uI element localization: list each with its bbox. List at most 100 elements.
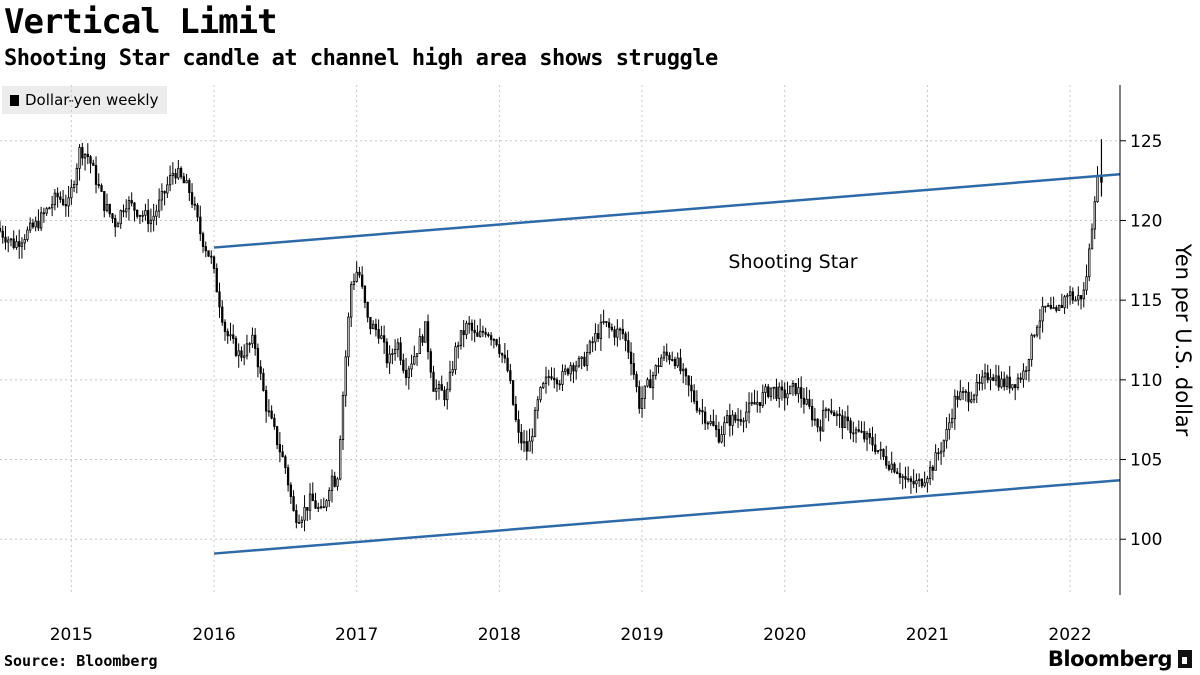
candle-body (1022, 370, 1025, 380)
candle-body (1057, 305, 1061, 311)
candle-body (12, 238, 15, 248)
candle-body (256, 348, 260, 368)
candle-body (791, 382, 795, 387)
candle-body (59, 196, 62, 200)
candle-body (915, 480, 918, 485)
candle-body (284, 456, 287, 469)
candle-body (599, 321, 603, 339)
candle-body (399, 342, 402, 361)
candle-body (542, 383, 545, 388)
channel-line (213, 173, 1121, 249)
candle-body (640, 398, 644, 409)
candle-body (665, 351, 668, 356)
candle-body (709, 421, 712, 424)
candle-body (317, 507, 320, 509)
candle-body (237, 350, 240, 356)
candle-body (780, 386, 784, 391)
candle-body (651, 375, 655, 389)
x-tick-label: 2021 (906, 625, 949, 645)
candle-body (961, 391, 965, 393)
candle-body (407, 368, 410, 378)
candle-body (624, 333, 627, 341)
candle-body (23, 239, 26, 244)
candle-body (454, 346, 457, 371)
candle-body (232, 334, 235, 339)
candle-body (673, 359, 677, 367)
candle-body (978, 381, 981, 384)
candle-body (1016, 377, 1020, 389)
candle-body (956, 395, 959, 400)
x-tick-label: 2022 (1048, 625, 1091, 645)
candle-body (558, 383, 561, 386)
candle-body (336, 478, 339, 487)
candle-body (514, 403, 517, 421)
candle-body (166, 184, 169, 194)
candle-body (646, 379, 649, 387)
candle-body (863, 431, 866, 440)
candle-body (975, 381, 978, 396)
candle-body (432, 371, 435, 392)
candle-body (849, 420, 852, 434)
candle-body (778, 386, 781, 399)
candle-body (243, 355, 246, 358)
candle-body (86, 153, 89, 158)
candle-body (753, 402, 756, 405)
candle-body (764, 386, 767, 394)
x-tick-label: 2018 (478, 625, 521, 645)
candle-body (775, 386, 778, 399)
candle-body (34, 220, 37, 228)
candle-body (424, 321, 427, 343)
candle-body (528, 440, 531, 452)
candle-body (26, 229, 29, 240)
candle-body (440, 384, 443, 391)
candle-body (42, 212, 46, 215)
candle-body (783, 389, 786, 399)
candle-body (446, 388, 449, 401)
candle-body (20, 242, 24, 247)
candle-body (1019, 377, 1022, 380)
candle-body (912, 480, 915, 485)
candle-body (152, 215, 155, 221)
candle-body (210, 255, 213, 258)
candle-body (838, 413, 841, 417)
candle-body (382, 335, 386, 343)
candle-body (575, 365, 578, 372)
candle-body (53, 192, 57, 206)
candle-body (1093, 201, 1096, 230)
candle-body (509, 370, 512, 382)
candle-body (371, 323, 375, 330)
candle-body (1027, 359, 1031, 371)
y-tick-label: 125 (1130, 132, 1162, 152)
candle-body (270, 410, 273, 419)
candle-body (805, 398, 808, 405)
candle-body (369, 316, 372, 330)
candle-body (566, 368, 570, 375)
terminal-icon (1178, 650, 1192, 668)
candle-body (553, 377, 556, 381)
candle-body (926, 478, 929, 484)
candle-body (31, 222, 35, 228)
candle-body (520, 431, 523, 444)
candle-body (1068, 291, 1072, 296)
x-tick-label: 2019 (620, 625, 663, 645)
candle-body (361, 274, 364, 287)
candle-body (852, 432, 855, 435)
candle-body (813, 418, 817, 421)
candle-body (945, 429, 948, 442)
candle-body (473, 329, 476, 334)
candle-body (1033, 334, 1036, 337)
candle-body (468, 322, 471, 325)
candle-body (934, 452, 937, 471)
candle-body (758, 402, 762, 406)
candle-body (314, 500, 317, 509)
candle-body (687, 375, 690, 386)
candle-body (1063, 296, 1066, 309)
candle-body (402, 359, 405, 371)
candle-body (887, 464, 891, 470)
candle-body (607, 322, 611, 328)
candle-body (281, 451, 284, 458)
candle-body (613, 329, 616, 338)
candle-body (879, 448, 882, 451)
candle-body (136, 209, 139, 217)
candle-body (81, 147, 84, 159)
